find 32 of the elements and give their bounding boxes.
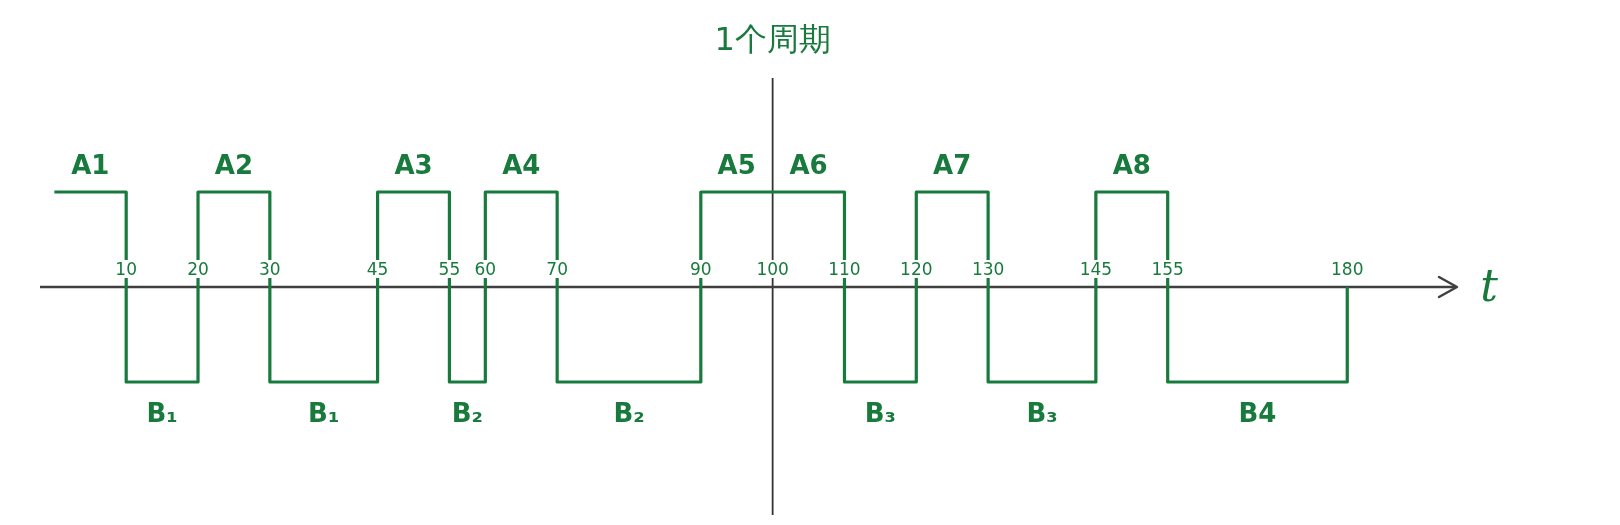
annotation: A7 <box>933 150 972 180</box>
annotation: B₃ <box>864 398 896 428</box>
annotation: A1 <box>71 150 110 180</box>
x-tick-label: 20 <box>187 259 209 279</box>
annotation: A5 <box>717 150 756 180</box>
x-tick-label: 120 <box>900 259 933 279</box>
annotation: A8 <box>1112 150 1151 180</box>
x-axis-title: t <box>1480 260 1499 311</box>
x-tick-label: 90 <box>689 259 712 279</box>
x-tick-label: 180 <box>1331 259 1364 279</box>
annotation: A2 <box>214 150 254 180</box>
x-tick-label: 110 <box>828 259 861 279</box>
x-tick-label: 30 <box>259 259 281 279</box>
x-tick-label: 70 <box>546 259 568 279</box>
x-tick-label: 130 <box>971 259 1005 279</box>
annotation: B₂ <box>451 398 483 428</box>
x-tick-label: 55 <box>438 259 461 279</box>
x-tick-label: 60 <box>474 259 497 279</box>
x-tick-label: 145 <box>1079 259 1113 279</box>
annotation: B₂ <box>613 398 645 428</box>
x-tick-label: 10 <box>115 259 138 279</box>
annotation: A6 <box>789 150 828 180</box>
annotation: B₁ <box>146 398 178 428</box>
ref-line-label: 1个周期 <box>714 20 831 58</box>
annotation: B4 <box>1238 398 1277 428</box>
annotation: A4 <box>502 150 541 180</box>
annotation: A3 <box>394 150 433 180</box>
x-tick-label: 100 <box>756 259 789 279</box>
annotation: B₁ <box>308 398 340 428</box>
x-tick-label: 45 <box>366 259 389 279</box>
annotation: B₃ <box>1026 398 1058 428</box>
x-tick-label: 155 <box>1151 259 1184 279</box>
